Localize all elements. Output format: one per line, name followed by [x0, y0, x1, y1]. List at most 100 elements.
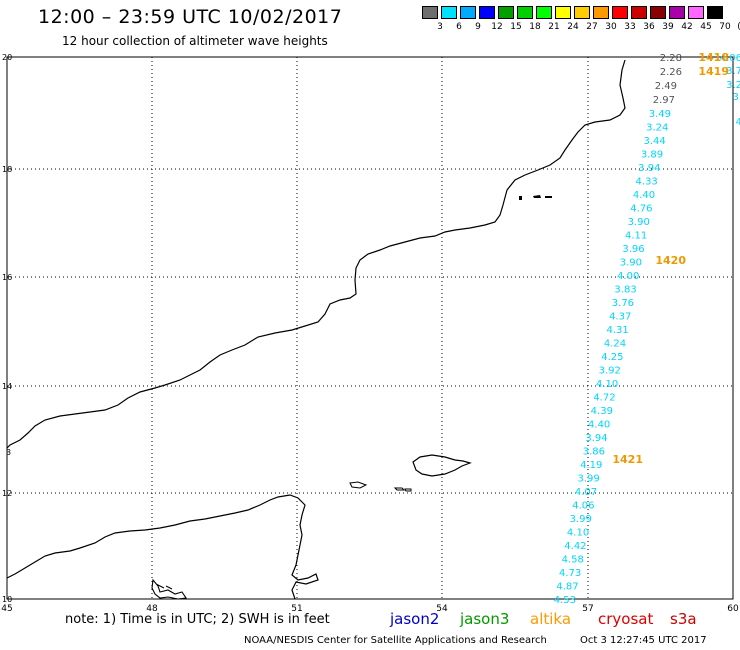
wave-value: 3.76 [612, 298, 634, 309]
scale-swatch [631, 6, 647, 19]
wave-value: 3.44 [643, 136, 665, 147]
wave-value: 4.24 [604, 339, 626, 350]
scale-label: 27 [586, 22, 598, 32]
plot-frame [6, 56, 734, 600]
x-tick-label: 54 [436, 604, 448, 614]
wave-value: 4.06 [720, 53, 740, 64]
socotra-island [412, 454, 472, 477]
scale-swatch [593, 6, 609, 19]
scale-label: 30 [605, 22, 617, 32]
wave-value: 4.19 [580, 460, 602, 471]
scale-swatch [441, 6, 457, 19]
wave-value: 4.39 [591, 406, 613, 417]
scale-swatch [422, 6, 438, 19]
wave-height-values: 2.28 2.26 2.49 2.97 4.06 3.7 3.23. 4 3.49 3.24 3.4… [554, 51, 740, 606]
scale-label: 36 [643, 22, 655, 32]
wave-value: 3.49 [649, 109, 671, 120]
x-tick-label: 45 [1, 604, 12, 614]
wave-value: 3.83 [614, 285, 636, 296]
axis-ticks: 45 48 51 54 57 60 20 18 16 14 12 10 3 [1, 53, 739, 614]
wave-value: 4.76 [630, 204, 652, 215]
wave-value: 2.49 [655, 81, 677, 92]
wave-value: 3.2 [726, 80, 740, 91]
x-tick-label: 51 [291, 604, 302, 614]
map-title: 12:00 – 23:59 UTC 10/02/2017 [38, 6, 343, 28]
generation-timestamp: Oct 3 12:27:45 UTC 2017 [580, 635, 707, 646]
small-island [519, 196, 522, 200]
scale-swatch [612, 6, 628, 19]
wave-value: 2.28 [660, 53, 682, 64]
wave-value: 3.24 [646, 123, 668, 134]
pass-time-label: 1419 [698, 65, 729, 78]
x-tick-label: 57 [582, 604, 593, 614]
wave-value: 4.37 [609, 312, 631, 323]
wave-value: 4.10 [567, 528, 589, 539]
scale-label: 3 [437, 22, 443, 32]
wave-value: 3. [732, 92, 740, 103]
x-tick-label: 60 [727, 604, 739, 614]
small-island [404, 488, 412, 492]
wave-value: 2.97 [653, 95, 675, 106]
wave-value: 3.92 [599, 366, 621, 377]
x-tick-label: 48 [146, 604, 158, 614]
wave-value: 3.94 [638, 163, 660, 174]
coastline-south [6, 494, 319, 600]
wave-value: 4 [736, 117, 740, 128]
wave-value: 4.25 [601, 352, 623, 363]
scale-label: 70 [719, 22, 731, 32]
small-island [349, 481, 368, 489]
wave-value: 4.10 [596, 379, 618, 390]
scale-swatch [650, 6, 666, 19]
scale-label: 42 [681, 22, 693, 32]
map-subtitle: 12 hour collection of altimeter wave hei… [62, 34, 328, 48]
small-island [545, 196, 552, 198]
scale-swatch [536, 6, 552, 19]
wave-value: 3.99 [570, 514, 592, 525]
scale-swatch [555, 6, 571, 19]
wave-value: 3.89 [641, 150, 663, 161]
wave-value: 4.06 [572, 501, 594, 512]
scale-swatch [517, 6, 533, 19]
y-tick-label: 20 [2, 53, 12, 62]
wave-value: 3.94 [585, 433, 607, 444]
satellite-legend-jason2: jason2 [390, 610, 440, 628]
pass-time-label: 1421 [612, 453, 643, 466]
scale-swatch [574, 6, 590, 19]
y-tick-label: 14 [2, 382, 12, 391]
grid-lines [7, 57, 733, 599]
wave-value: 4.72 [593, 393, 615, 404]
scale-label: (ft) [734, 22, 740, 32]
wave-value: 3.90 [620, 258, 642, 269]
wave-value: 4.07 [575, 487, 597, 498]
wave-value: 4.33 [636, 177, 658, 188]
scale-label: 12 [491, 22, 503, 32]
satellite-legend-s3a: s3a [670, 610, 697, 628]
y-tick-label: 18 [2, 165, 12, 174]
scale-swatch [669, 6, 685, 19]
scale-label: 45 [700, 22, 712, 32]
pass-time-label: 1420 [655, 254, 686, 267]
satellite-legend-altika: altika [530, 610, 572, 628]
coastline [6, 59, 626, 449]
y-tick-label: 3 [6, 448, 11, 457]
scale-swatch [707, 6, 723, 19]
small-island [393, 487, 406, 491]
scale-label: 33 [624, 22, 636, 32]
scale-swatch [688, 6, 704, 19]
credit-line: NOAA/NESDIS Center for Satellite Applica… [244, 635, 547, 646]
coastline-africa [151, 578, 187, 600]
scale-swatch [498, 6, 514, 19]
wave-value: 4.00 [617, 271, 639, 282]
wave-value: 4.53 [554, 595, 576, 606]
small-island [533, 195, 541, 198]
wave-value: 2.26 [660, 67, 682, 78]
wave-value: 3.86 [583, 447, 605, 458]
wave-value: 4.40 [633, 190, 655, 201]
units-note: note: 1) Time is in UTC; 2) SWH is in fe… [65, 612, 330, 627]
wave-value: 3.96 [622, 244, 644, 255]
scale-label: 15 [510, 22, 522, 32]
wave-value: 4.87 [556, 582, 578, 593]
y-tick-label: 12 [2, 489, 12, 498]
scale-label: 18 [529, 22, 541, 32]
